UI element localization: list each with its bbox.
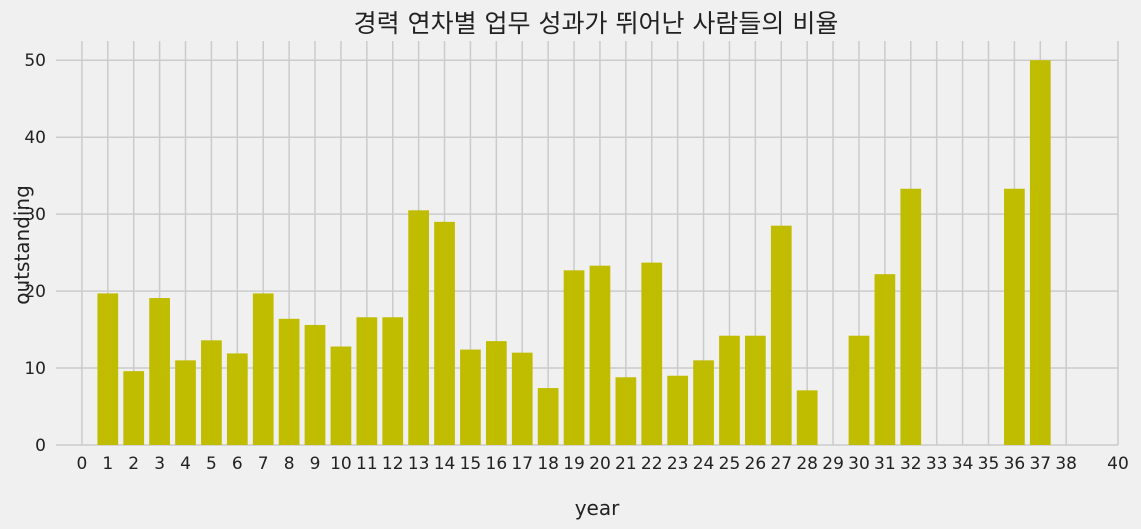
x-tick-label: 4 <box>180 454 191 474</box>
x-tick-label: 11 <box>356 454 378 474</box>
x-tick-label: 3 <box>154 454 165 474</box>
y-tick-label: 40 <box>24 128 46 148</box>
bar <box>719 336 740 445</box>
x-tick-label: 17 <box>511 454 533 474</box>
bar <box>849 336 870 445</box>
x-tick-label: 28 <box>796 454 818 474</box>
x-tick-label: 12 <box>382 454 404 474</box>
x-tick-label: 7 <box>258 454 269 474</box>
bar <box>667 376 688 445</box>
y-tick-label: 10 <box>24 359 46 379</box>
bar <box>149 298 170 445</box>
bar <box>615 377 636 445</box>
bar <box>356 317 377 445</box>
x-tick-label: 23 <box>667 454 689 474</box>
x-tick-label: 33 <box>926 454 948 474</box>
x-tick-label: 5 <box>206 454 217 474</box>
bar <box>745 336 766 445</box>
bar <box>512 353 533 445</box>
bar <box>486 341 507 445</box>
x-tick-label: 30 <box>848 454 870 474</box>
bar <box>382 317 403 445</box>
bar <box>641 263 662 445</box>
bar <box>279 319 300 445</box>
bar <box>590 266 611 445</box>
x-tick-label: 35 <box>978 454 1000 474</box>
x-tick-label: 31 <box>874 454 896 474</box>
bar <box>227 353 248 445</box>
x-tick-label: 36 <box>1004 454 1026 474</box>
bar <box>1030 60 1051 445</box>
x-tick-label: 13 <box>408 454 430 474</box>
x-tick-label: 1 <box>102 454 113 474</box>
x-tick-label: 18 <box>537 454 559 474</box>
bar <box>797 390 818 445</box>
bar <box>460 350 481 445</box>
bar <box>331 347 352 445</box>
bar <box>123 371 144 445</box>
x-tick-label: 0 <box>76 454 87 474</box>
x-tick-label: 16 <box>486 454 508 474</box>
x-tick-label: 29 <box>822 454 844 474</box>
bar <box>175 360 196 445</box>
x-tick-label: 37 <box>1029 454 1051 474</box>
x-tick-label: 27 <box>770 454 792 474</box>
bar <box>693 360 714 445</box>
bar <box>305 325 326 445</box>
x-tick-label: 25 <box>719 454 741 474</box>
bar <box>875 274 896 445</box>
y-tick-label: 50 <box>24 51 46 71</box>
y-axis-title: outstanding <box>10 185 34 305</box>
bar <box>408 210 429 445</box>
bar <box>201 340 222 445</box>
x-tick-label: 8 <box>284 454 295 474</box>
bar <box>253 293 274 445</box>
x-tick-label: 32 <box>900 454 922 474</box>
chart-title: 경력 연차별 업무 성과가 뛰어난 사람들의 비율 <box>354 9 839 38</box>
x-tick-label: 9 <box>310 454 321 474</box>
y-tick-label: 0 <box>35 436 46 456</box>
x-tick-label: 14 <box>434 454 456 474</box>
x-tick-label: 22 <box>641 454 663 474</box>
bar <box>771 226 792 445</box>
x-tick-label: 26 <box>745 454 767 474</box>
bar <box>97 293 118 445</box>
x-tick-label: 6 <box>232 454 243 474</box>
x-tick-label: 24 <box>693 454 715 474</box>
x-tick-label: 21 <box>615 454 637 474</box>
bar <box>1004 189 1025 445</box>
x-axis-title: year <box>575 496 620 520</box>
x-tick-label: 34 <box>952 454 974 474</box>
x-tick-label: 20 <box>589 454 611 474</box>
x-tick-label: 40 <box>1107 454 1129 474</box>
x-tick-label: 19 <box>563 454 585 474</box>
bar <box>900 189 921 445</box>
bar <box>538 388 559 445</box>
x-tick-label: 10 <box>330 454 352 474</box>
bar <box>434 222 455 445</box>
x-tick-label: 15 <box>460 454 482 474</box>
x-tick-label: 2 <box>128 454 139 474</box>
x-tick-label: 38 <box>1055 454 1077 474</box>
bar <box>564 270 585 445</box>
